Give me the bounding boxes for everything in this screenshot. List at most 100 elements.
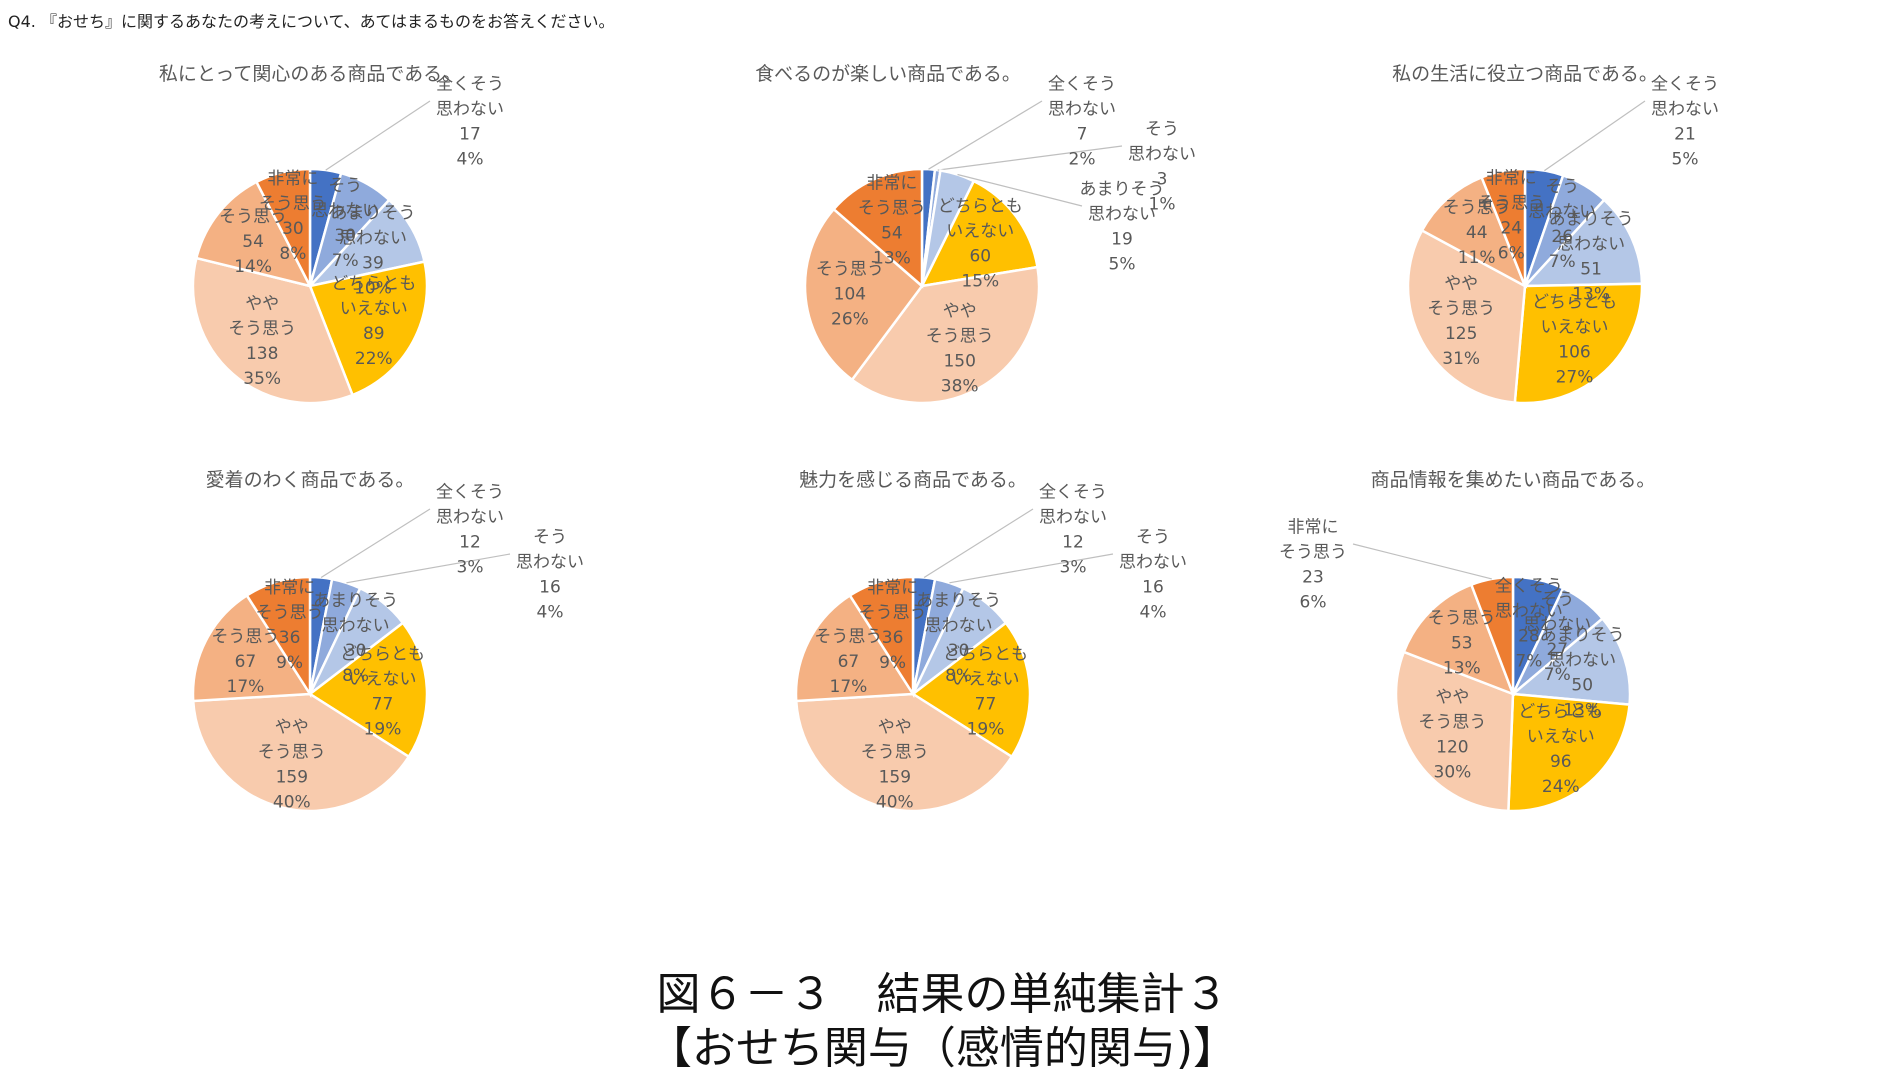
pie-slice-somewhat-agree [1406, 228, 1527, 404]
pie-slice-agree [803, 207, 924, 382]
slice-label-line: 思わない [1651, 100, 1719, 120]
pie-slice-neutral [1507, 692, 1631, 813]
slice-label-line: 全くそう [436, 483, 504, 503]
slice-label-disagree: そう思わない 3 1% [1128, 120, 1196, 215]
pie-chart-6: 商品情報を集めたい商品である。全くそう思わない 28 7%そう思わない 27 7%あまり… [1279, 469, 1655, 813]
slice-label-strongly-agree: 非常にそう思う 36 9% [256, 578, 324, 673]
slice-label-line: 6% [1498, 243, 1525, 263]
pie-title: 私にとって関心のある商品である。 [159, 63, 461, 85]
slice-label-line: そう思う [228, 319, 296, 339]
slice-label-line: 77 [975, 694, 997, 714]
slice-label-line: 13% [873, 249, 911, 269]
slice-label-line: どちらとも [943, 644, 1028, 664]
pie-slice-somewhat-agree [794, 692, 1014, 813]
slice-label-line: そう思う [1418, 712, 1486, 732]
slice-label-line: 13% [1563, 701, 1601, 721]
slice-label-line: そう思う [259, 194, 327, 214]
slice-label-agree: そう思う 44 11% [1443, 198, 1511, 268]
pie-slice-neutral [910, 621, 1032, 759]
slice-label-line: 全くそう [1048, 75, 1116, 95]
slice-label-line: そう思う [1427, 299, 1495, 319]
slice-label-line: 非常に [866, 174, 917, 194]
pie-slice-agree [1420, 175, 1528, 289]
slice-label-neutral: どちらともいえない 77 19% [943, 644, 1028, 739]
slice-label-line: やや [943, 302, 977, 322]
slice-label-somewhat-agree: ややそう思う 150 38% [926, 302, 994, 397]
slice-label-line: 120 [1436, 737, 1468, 757]
slice-label-line: 思わない [1495, 602, 1563, 622]
slice-label-disagree: そう思わない 30 7% [311, 176, 379, 271]
pie-labels: 全くそう思わない 7 2%そう思わない 3 1%あまりそう思わない 19 5%どちらともいえ… [816, 75, 1196, 397]
slice-label-line: やや [245, 294, 279, 314]
pie-chart-4: 愛着のわく商品である。全くそう思わない 12 3%そう思わない 16 4%あまりそう思わ… [191, 469, 584, 813]
slice-label-line: 150 [943, 352, 975, 372]
slice-label-line: そう思う [1477, 193, 1545, 213]
slice-label-line: 54 [242, 232, 264, 252]
slice-label-line: 思わない [1088, 205, 1156, 225]
slice-label-line: 36 [279, 628, 301, 648]
leader-line [957, 173, 1083, 207]
slice-label-line: 3% [1060, 558, 1087, 578]
slice-label-line: 非常に [1288, 518, 1339, 538]
slice-label-line: 5% [1109, 255, 1136, 275]
slice-label-line: そう [1545, 177, 1579, 197]
slice-label-line: 7% [1549, 252, 1576, 272]
slice-label-line: 24 [1500, 218, 1522, 238]
slice-label-somewhat-disagree: あまりそう思わない 30 8% [916, 591, 1001, 686]
pie-chart-1: 私にとって関心のある商品である。全くそう思わない 17 4%そう思わない 30 7%あま… [159, 63, 504, 405]
leader-line [937, 145, 1123, 171]
slice-label-disagree: そう思わない 27 7% [1523, 590, 1591, 685]
pie-slice-agree [794, 593, 916, 703]
slice-label-strongly-disagree: 全くそう思わない 28 7% [1495, 577, 1563, 672]
slice-label-line: 4% [457, 150, 484, 170]
pie-slice-strongly-agree [1469, 575, 1515, 695]
pie-slice-somewhat-agree [1394, 650, 1515, 813]
slice-label-neutral: どちらともいえない 96 24% [1518, 702, 1603, 797]
slice-label-line: 7% [332, 251, 359, 271]
slice-label-line: 全くそう [1651, 75, 1719, 95]
slice-label-line: 12 [459, 533, 481, 553]
slice-label-line: 30% [1434, 762, 1472, 782]
slice-label-somewhat-disagree: あまりそう思わない 19 5% [1080, 180, 1165, 275]
slice-label-somewhat-disagree: あまりそう思わない 39 10% [331, 204, 416, 299]
pie-slice-neutral [308, 260, 429, 397]
slice-label-neutral: どちらともいえない 106 27% [1532, 293, 1617, 388]
slice-label-line: そう [328, 176, 362, 196]
pie-slice-strongly-agree [245, 575, 312, 699]
slice-label-neutral: どちらともいえない 60 15% [938, 196, 1023, 291]
slice-label-strongly-agree: 非常にそう思う 24 6% [1477, 168, 1545, 263]
question-text: Q4. 『おせち』に関するあなたの考えについて、あてはまるものをお答えください。 [8, 12, 615, 31]
slice-label-line: 53 [1451, 634, 1473, 654]
slice-label-line: 39 [362, 254, 384, 274]
slice-label-line: どちらとも [938, 196, 1023, 216]
slice-label-line: 4% [1140, 603, 1167, 623]
slice-label-line: いえない [946, 221, 1014, 241]
slice-label-line: 6% [1300, 593, 1327, 613]
slice-label-line: そう思う [859, 603, 927, 623]
slice-label-line: 5% [1672, 150, 1699, 170]
slice-label-line: いえない [340, 299, 408, 319]
slice-label-line: 77 [372, 694, 394, 714]
slice-label-line: そう思う [1428, 609, 1496, 629]
slice-label-line: 非常に [264, 578, 315, 598]
slice-label-line: そう思う [1279, 543, 1347, 563]
slice-label-line: 4% [537, 603, 564, 623]
slice-label-line: あまりそう [313, 591, 398, 611]
pie-slice-somewhat-disagree [1522, 198, 1644, 288]
slice-label-line: そう思う [219, 207, 287, 227]
slice-label-line: 思わない [1528, 202, 1596, 222]
pie-labels: 全くそう思わない 28 7%そう思わない 27 7%あまりそう思わない 50 13%どちらと… [1279, 518, 1625, 798]
slice-label-line: 16 [1142, 578, 1164, 598]
slice-label-line: 9% [879, 653, 906, 673]
slice-label-line: 全くそう [1039, 483, 1107, 503]
leader-line [320, 508, 431, 579]
slice-label-line: 28 [1518, 627, 1540, 647]
slice-label-line: 思わない [436, 508, 504, 528]
pie-labels: 全くそう思わない 12 3%そう思わない 16 4%あまりそう思わない 30 8%どちらとも… [814, 483, 1187, 813]
slice-label-line: そう [1145, 120, 1179, 140]
slice-label-line: 非常に [1486, 168, 1537, 188]
slice-label-line: 96 [1550, 752, 1572, 772]
slice-label-line: そう思う [861, 743, 929, 763]
slice-label-line: 15% [961, 271, 999, 291]
slice-label-agree: そう思う 104 26% [816, 260, 884, 330]
